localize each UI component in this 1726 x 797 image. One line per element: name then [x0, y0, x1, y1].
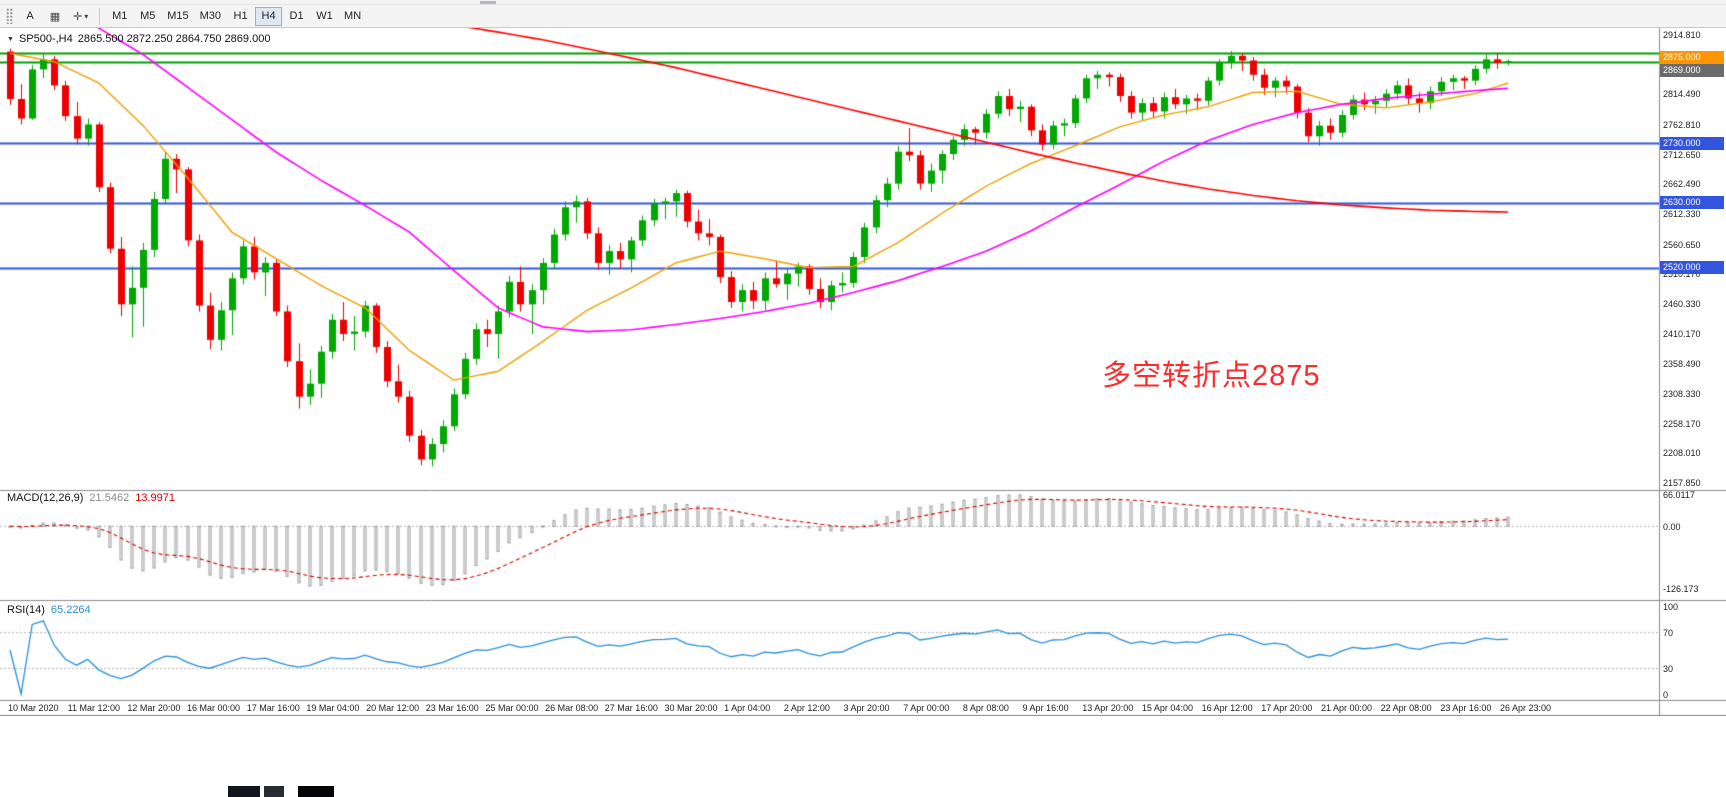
chart-toolbar: A ▦ ✛ ▾ M1 M5 M15 M30 H1 H4 D1 W1 MN [0, 5, 1726, 28]
price-tick: 2410.170 [1663, 328, 1701, 339]
time-label: 3 Apr 20:00 [843, 703, 890, 713]
time-label: 2 Apr 12:00 [783, 703, 830, 713]
price-tick: 2208.010 [1663, 448, 1701, 459]
window-icon: ▦ [49, 10, 61, 23]
timeframe-button-m1[interactable]: M1 [106, 7, 133, 26]
time-label: 12 Mar 20:00 [127, 703, 181, 713]
time-label: 17 Mar 16:00 [246, 703, 300, 713]
price-tick: 2560.650 [1663, 239, 1701, 250]
timeframe-button-d1[interactable]: D1 [283, 7, 310, 26]
price-chart-canvas[interactable] [0, 28, 1726, 716]
time-label: 22 Apr 08:00 [1380, 703, 1432, 713]
rsi-name: RSI(14) [7, 604, 45, 616]
macd-axis-tick: 66.0117 [1663, 490, 1695, 500]
time-label: 21 Apr 00:00 [1320, 703, 1372, 713]
price-label-box: 2875.000 [1660, 51, 1724, 65]
taskbar-fragment [0, 786, 1726, 797]
price-tick: 2762.810 [1663, 119, 1701, 130]
price-label-box: 2520.000 [1660, 261, 1724, 275]
time-label: 27 Mar 16:00 [604, 703, 658, 713]
symbol-collapse-triangle-icon: ▼ [7, 35, 14, 43]
price-tick: 2814.490 [1663, 89, 1701, 100]
time-label: 15 Apr 04:00 [1141, 703, 1193, 713]
chart-annotation-text: 多空转折点2875 [1102, 360, 1321, 392]
taskbar-icon-fragment [264, 786, 284, 797]
timeframe-button-group: M1 M5 M15 M30 H1 H4 D1 W1 MN [106, 6, 366, 26]
menu-fragment [480, 1, 496, 4]
macd-main-value: 21.5462 [89, 492, 130, 504]
rsi-axis-tick: 100 [1663, 602, 1679, 612]
chart-window: ▼ SP500-,H4 2865.500 2872.250 2864.750 2… [0, 28, 1726, 716]
chart-window-button[interactable]: ▦ [43, 7, 67, 26]
chart-ohlc-values: 2865.500 2872.250 2864.750 2869.000 [77, 33, 271, 45]
time-axis[interactable]: 10 Mar 2020 11 Mar 12:00 12 Mar 20:00 16 Ma… [0, 701, 1659, 716]
time-label: 19 Mar 04:00 [306, 703, 360, 713]
time-label: 30 Mar 20:00 [664, 703, 718, 713]
timeframe-button-m5[interactable]: M5 [134, 7, 161, 26]
toolbar-drag-handle[interactable] [6, 8, 13, 24]
macd-name: MACD(12,26,9) [7, 492, 84, 504]
time-label: 23 Mar 16:00 [425, 703, 479, 713]
crosshair-icon: ✛ [73, 10, 83, 23]
timeframe-button-h4[interactable]: H4 [255, 6, 283, 26]
rsi-value: 65.2264 [50, 604, 91, 616]
rsi-indicator-label: RSI(14) 65.2264 [7, 604, 91, 616]
price-tick: 2358.490 [1663, 359, 1701, 370]
price-label-box: 2630.000 [1660, 196, 1724, 210]
chart-symbol-period: SP500-,H4 [18, 33, 73, 45]
time-label: 16 Mar 00:00 [187, 703, 241, 713]
macd-axis-tick: 0.00 [1663, 522, 1681, 533]
time-label: 16 Apr 12:00 [1201, 703, 1253, 713]
time-label: 26 Apr 23:00 [1500, 703, 1552, 713]
timeframe-button-m15[interactable]: M15 [162, 7, 193, 26]
price-tick: 2157.850 [1663, 478, 1701, 488]
time-label: 23 Apr 16:00 [1440, 703, 1492, 713]
rsi-axis-tick: 70 [1663, 628, 1674, 639]
time-label: 26 Mar 08:00 [545, 703, 599, 713]
price-label-box: 2869.000 [1660, 64, 1724, 78]
timeframe-button-w1[interactable]: W1 [311, 7, 338, 26]
macd-axis-tick: -126.173 [1663, 584, 1699, 594]
chevron-down-icon: ▾ [84, 11, 89, 21]
price-tick: 2460.330 [1663, 298, 1701, 309]
text-tool-button[interactable]: A [18, 7, 42, 26]
time-label: 11 Mar 12:00 [67, 703, 121, 713]
price-tick: 2258.170 [1663, 418, 1701, 429]
time-label: 25 Mar 00:00 [485, 703, 539, 713]
time-label: 9 Apr 16:00 [1022, 703, 1069, 713]
price-axis[interactable]: 2914.8102864.6502814.4902762.8102712.650… [1660, 28, 1726, 716]
time-label: 10 Mar 2020 [8, 703, 59, 713]
crosshair-tool-dropdown[interactable]: ✛ ▾ [68, 7, 93, 26]
time-label: 7 Apr 00:00 [903, 703, 950, 713]
rsi-axis-tick: 30 [1663, 663, 1674, 674]
price-tick: 2308.330 [1663, 388, 1701, 399]
timeframe-button-m30[interactable]: M30 [195, 7, 226, 26]
time-label: 8 Apr 08:00 [962, 703, 1009, 713]
timeframe-button-mn[interactable]: MN [339, 7, 366, 26]
price-tick: 2510.170 [1663, 269, 1701, 280]
price-tick: 2914.810 [1663, 30, 1701, 40]
macd-signal-value: 13.9971 [135, 492, 175, 504]
timeframe-button-h1[interactable]: H1 [227, 7, 254, 26]
taskbar-icon-fragment [228, 786, 260, 797]
chart-title: ▼ SP500-,H4 2865.500 2872.250 2864.750 2… [7, 33, 270, 45]
time-label: 13 Apr 20:00 [1082, 703, 1134, 713]
time-label: 1 Apr 04:00 [724, 703, 771, 713]
macd-indicator-label: MACD(12,26,9) 21.5462 13.9971 [7, 492, 175, 504]
time-label: 17 Apr 20:00 [1261, 703, 1313, 713]
toolbar-separator [99, 7, 101, 25]
price-label-box: 2730.000 [1660, 136, 1724, 150]
window-top-fragment [0, 0, 1726, 5]
price-tick: 2712.650 [1663, 149, 1701, 160]
rsi-axis-tick: 0 [1663, 690, 1669, 700]
price-tick: 2662.490 [1663, 179, 1701, 190]
taskbar-icon-fragment [298, 786, 334, 797]
time-label: 20 Mar 12:00 [366, 703, 420, 713]
price-tick: 2612.330 [1663, 209, 1701, 220]
